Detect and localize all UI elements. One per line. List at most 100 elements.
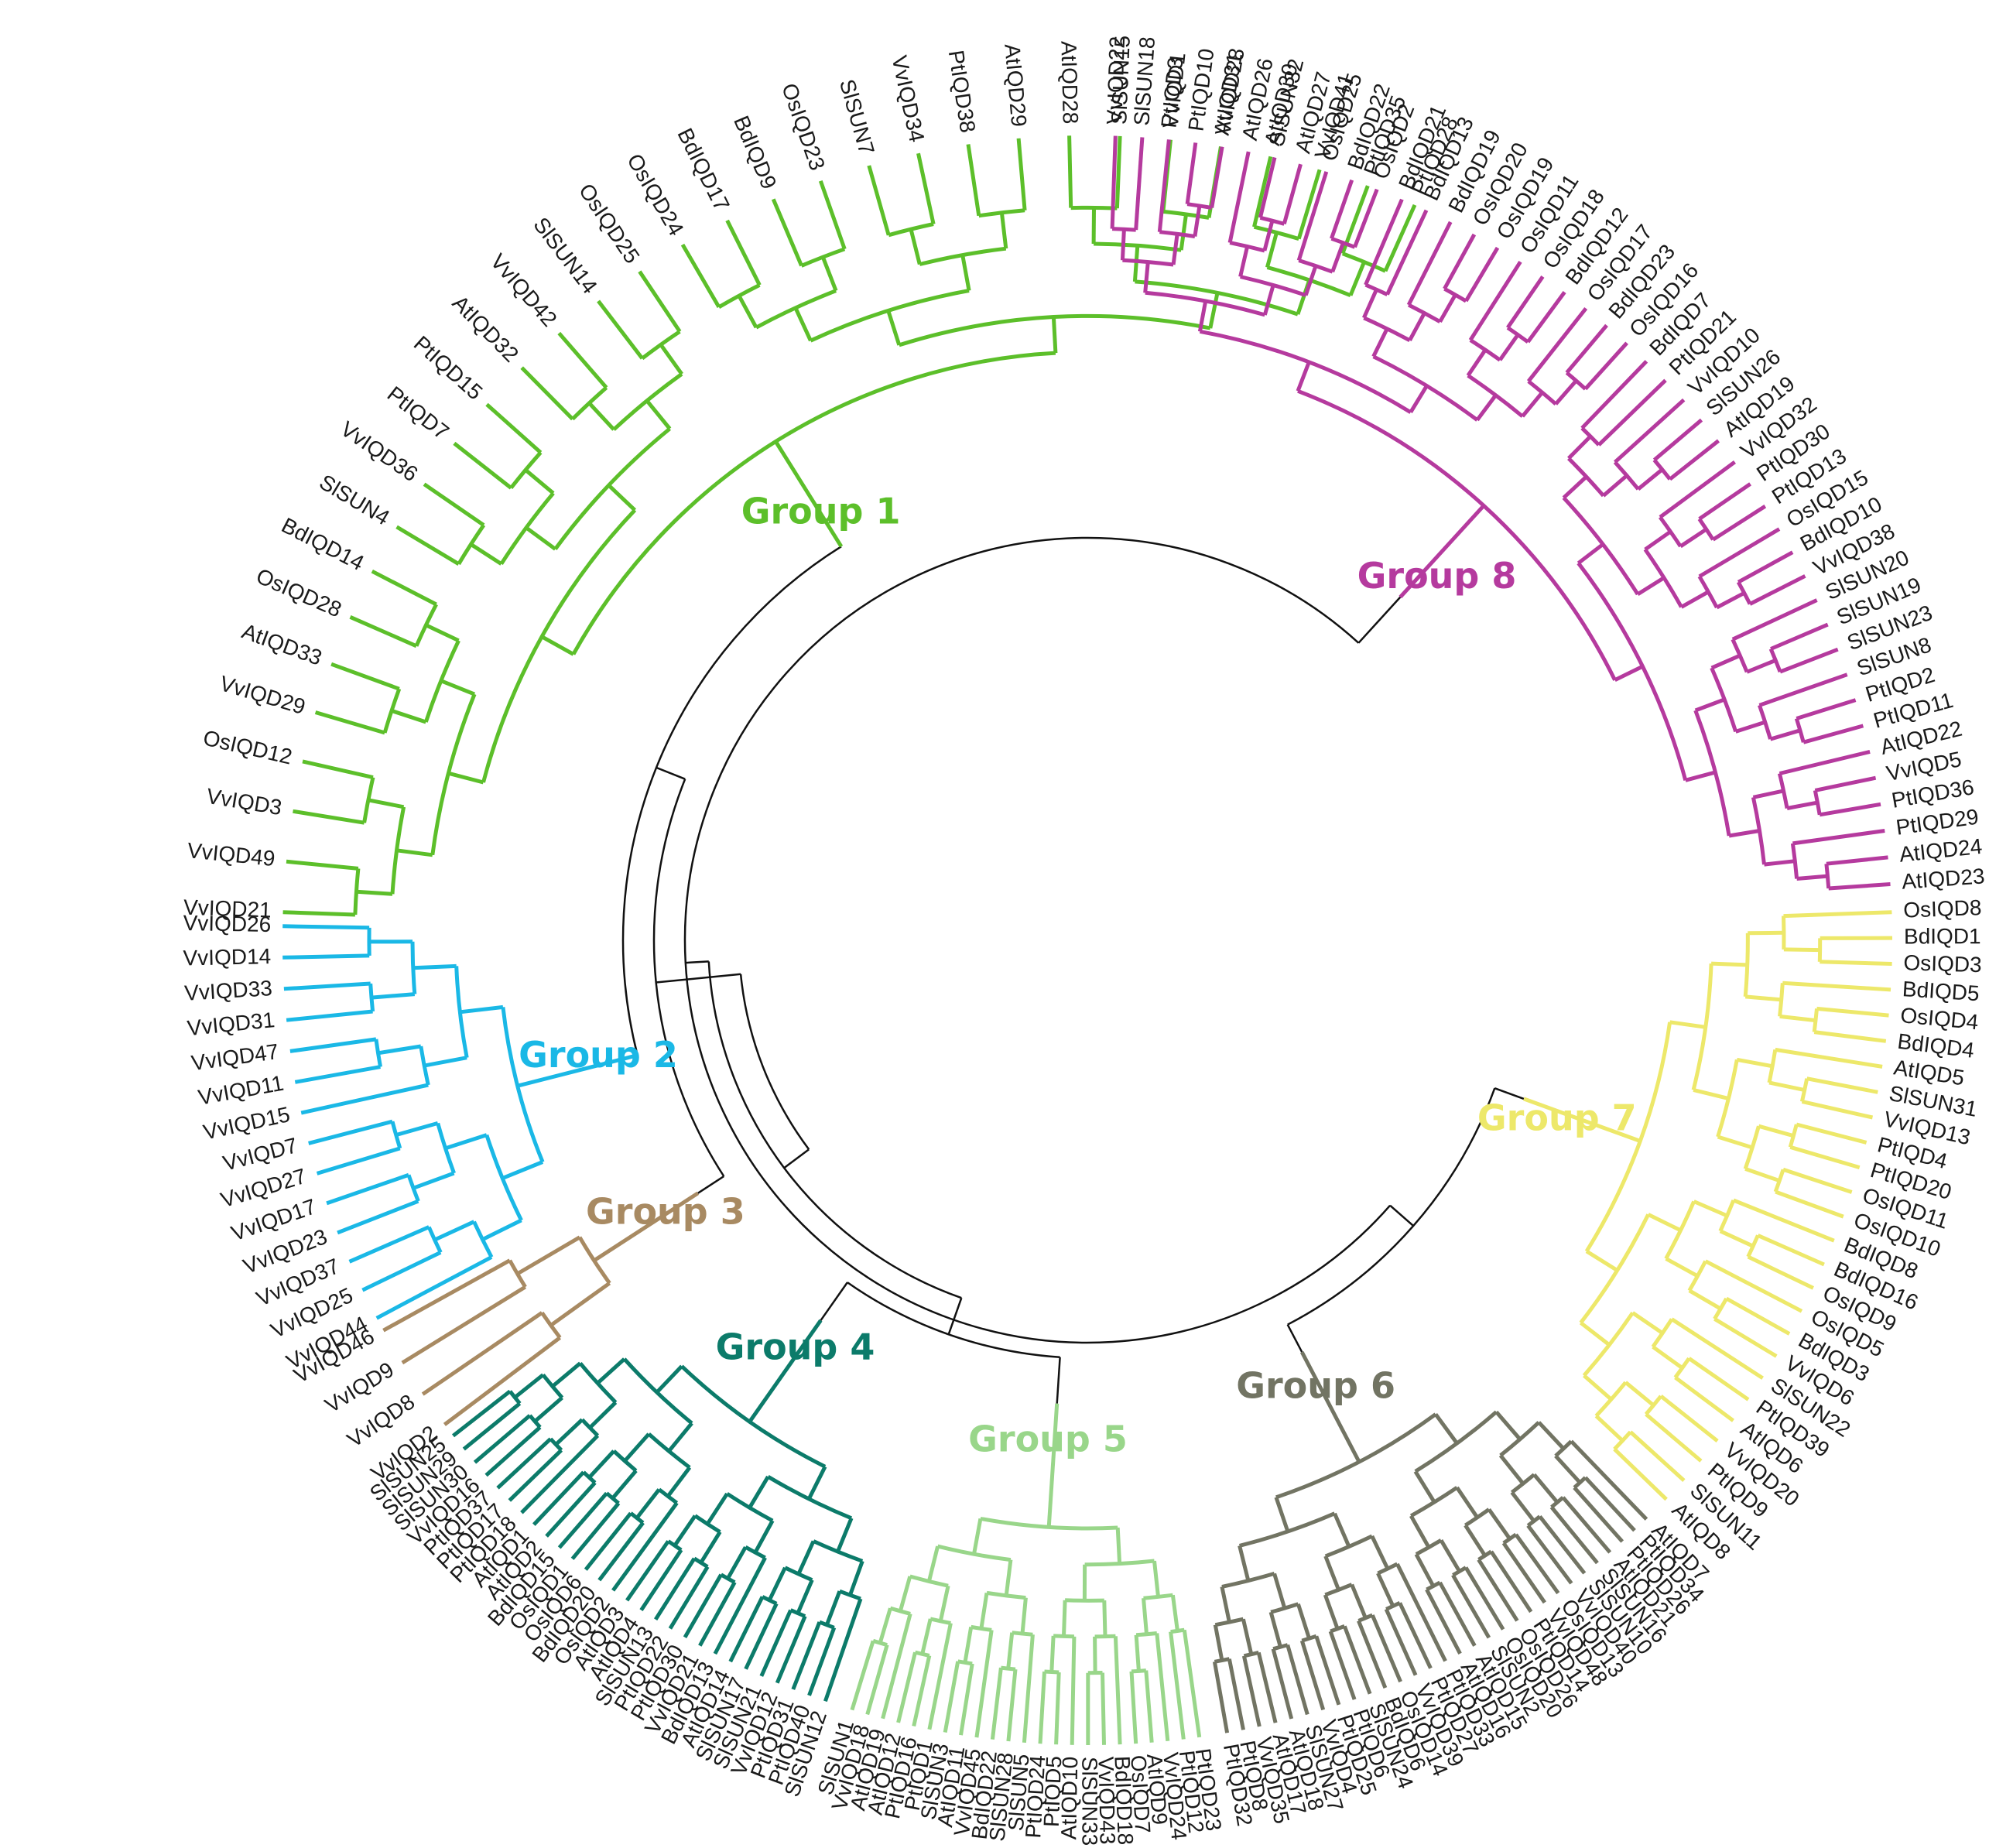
group-4-label: Group 4 [716, 1326, 875, 1368]
group-7-branch-arc [1644, 1395, 1663, 1416]
group-5-leaf-branch [1113, 1636, 1122, 1745]
group-8-branch-arc [1562, 496, 1640, 596]
group-2-leaf-branch [326, 1172, 409, 1206]
group-5-branch-stem [1004, 1559, 1013, 1596]
group-8-stem [1398, 504, 1485, 599]
backbone-stem [820, 1282, 848, 1321]
group-5-leaf-branch [865, 1644, 889, 1716]
leaf-label: OsIQD28 [253, 563, 345, 621]
group-6-branch-stem [1433, 1413, 1459, 1445]
group-7-leaf-branch [1816, 1006, 1889, 1018]
group-1-leaf-branch [916, 152, 936, 225]
backbone-stem [1056, 1357, 1061, 1404]
group-8-branch-stem [1636, 576, 1666, 597]
leaf-label: PtIQD38 [944, 49, 981, 135]
group-1-branch-arc [390, 806, 406, 895]
group-6-branch-stem [1487, 1507, 1511, 1540]
group-2-branch-arc [454, 966, 469, 1059]
group-6-branch-arc [1464, 1507, 1491, 1528]
backbone-stem [783, 1148, 810, 1169]
group-8-branch-stem [1764, 859, 1796, 867]
group-4-leaf-branch [744, 1603, 779, 1670]
group-7-branch-arc [1799, 1078, 1809, 1102]
group-6-branch-stem [1296, 1603, 1311, 1640]
group-8-leaf-branch [1385, 209, 1429, 296]
group-2-branch-stem [502, 1160, 544, 1180]
group-4-branch-stem [667, 1422, 693, 1453]
group-1-leaf-branch [423, 482, 485, 527]
group-7-branch-stem [1652, 1345, 1684, 1370]
group-4-leaf-branch [508, 1449, 563, 1502]
group-1-branch-stem [524, 468, 555, 495]
group-1-leaf-branch [286, 859, 359, 871]
group-1-leaf-branch [395, 525, 460, 566]
group-5-branch-stem [1006, 1632, 1015, 1669]
group-2-leaf-branch [316, 1146, 401, 1176]
leaf-label: VvIQD42 [486, 249, 562, 331]
group-4-leaf-branch [496, 1437, 553, 1490]
group-8-leaf-branch [1770, 622, 1829, 651]
group-1-leaf-branch [1067, 135, 1073, 208]
group-7-leaf-branch [1757, 1234, 1825, 1267]
group-7-leaf-branch [1704, 1259, 1803, 1313]
group-8-branch-arc [1199, 329, 1412, 414]
group-7-leaf-branch [1687, 1357, 1750, 1401]
leaf-label: VvIQD11 [197, 1071, 286, 1110]
backbone-arc [847, 1282, 1060, 1359]
group-4-branch-stem [588, 1401, 618, 1429]
group-8-branch-arc [1790, 843, 1799, 879]
leaf-label: OsIQD12 [201, 725, 295, 768]
group-4-branch-stem [513, 1373, 545, 1399]
group-1-subtree [282, 135, 1417, 917]
leaf-label: PtIQD5 [1039, 1756, 1066, 1828]
group-7-leaf-branch [1806, 1076, 1878, 1094]
group-6-label: Group 6 [1236, 1365, 1395, 1407]
group-4-stem [748, 1319, 823, 1423]
group-6-leaf-branch [1299, 1640, 1326, 1711]
leaf-label: SlSUN18 [1129, 36, 1159, 126]
group-6-branch-stem [1532, 1473, 1559, 1504]
leaf-label: PtIQD15 [409, 331, 488, 405]
leaf-label: BdIQD9 [729, 112, 781, 193]
group-4-leaf-branch [759, 1609, 793, 1677]
group-1-branch-arc [800, 247, 846, 268]
backbone-stem [1286, 1324, 1303, 1353]
group-4-leaf-branch [713, 1556, 767, 1655]
group-7-leaf-branch [1670, 1317, 1764, 1380]
group-4-leaf-branch [473, 1414, 532, 1464]
group-6-branch-arc [1499, 1421, 1541, 1457]
group-6-branch-stem [1439, 1539, 1461, 1573]
group-4-leaf-branch [611, 1501, 679, 1592]
group-8-branch-stem [1262, 220, 1275, 252]
group-4-branch-arc [612, 1449, 638, 1473]
group-2-branch-arc [419, 1045, 430, 1086]
group-4-branch-stem [836, 1517, 854, 1552]
group-4-subtree [451, 1319, 864, 1703]
group-5-branch-stem [1152, 1560, 1160, 1597]
group-2-branch-stem [371, 992, 416, 1000]
group-3-branch-arc [508, 1259, 527, 1288]
leaf-label: OsIQD25 [574, 180, 645, 268]
group-5-branch-stem [1093, 1636, 1097, 1673]
group-5-branch-arc [1135, 1631, 1158, 1638]
group-4-leaf-branch [807, 1627, 837, 1696]
group-1-branch-arc [353, 868, 361, 915]
group-7-branch-arc [1651, 1318, 1674, 1348]
group-7-branch-arc [1582, 1311, 1635, 1377]
group-8-branch-stem [1171, 234, 1179, 265]
group-1-leaf-branch [485, 402, 543, 454]
group-3-leaf-branch [443, 1336, 562, 1426]
group-8-leaf-branch [1526, 306, 1588, 383]
group-7-branch-stem [1711, 961, 1748, 967]
group-8-branch-stem [1408, 312, 1426, 341]
group-1-branch-stem [356, 889, 393, 896]
group-6-branch-stem [1498, 1454, 1525, 1485]
leaf-label: BdIQD14 [278, 513, 368, 575]
group-8-branch-stem [1197, 300, 1208, 332]
group-5-branch-stem [1142, 1597, 1149, 1634]
group-6-leaf-branch [1501, 1542, 1546, 1604]
backbone-stem [1494, 1087, 1525, 1100]
group-4-branch-stem [587, 1449, 615, 1479]
group-6-leaf-branch [1256, 1651, 1278, 1723]
backbone-arc [683, 536, 1392, 1344]
